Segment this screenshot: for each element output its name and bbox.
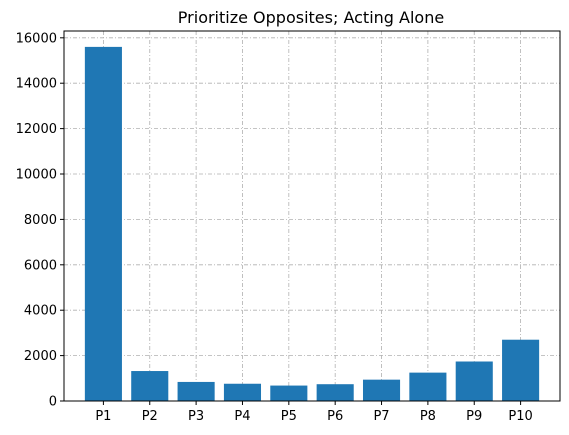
y-tick-label: 4000 xyxy=(24,304,57,319)
x-tick-label: P10 xyxy=(508,409,532,424)
chart-title: Prioritize Opposites; Acting Alone xyxy=(178,8,444,27)
bar-p4 xyxy=(223,383,262,401)
bar-p1 xyxy=(84,46,122,401)
y-tick-label: 14000 xyxy=(16,77,57,92)
x-tick-label: P9 xyxy=(466,409,482,424)
y-tick-label: 12000 xyxy=(16,122,57,137)
x-tick-label: P2 xyxy=(142,409,158,424)
y-tick-label: 10000 xyxy=(16,168,57,183)
x-tick-label: P4 xyxy=(234,409,250,424)
plot-frame xyxy=(63,30,561,402)
y-axis: 0 2000 4000 6000 8000 10000 12000 14000 16000 xyxy=(16,31,64,410)
bars xyxy=(84,46,540,401)
x-tick-label: P7 xyxy=(373,409,389,424)
bar-p7 xyxy=(362,379,401,401)
y-tick-label: 16000 xyxy=(16,31,57,46)
y-tick-label: 2000 xyxy=(24,349,57,364)
x-tick-label: P5 xyxy=(281,409,297,424)
x-axis: P1 P2 P3 P4 P5 P6 P7 P8 P9 P10 xyxy=(95,401,533,424)
bar-p8 xyxy=(409,372,447,401)
x-tick-label: P6 xyxy=(327,409,343,424)
bar-p10 xyxy=(502,339,540,401)
bar-p5 xyxy=(270,385,308,401)
bar-p3 xyxy=(177,381,215,401)
bar-p9 xyxy=(455,361,493,401)
y-tick-label: 6000 xyxy=(24,258,57,273)
x-tick-label: P1 xyxy=(95,409,111,424)
bar-p2 xyxy=(131,371,169,401)
x-tick-label: P3 xyxy=(188,409,204,424)
x-tick-label: P8 xyxy=(420,409,436,424)
y-tick-label: 0 xyxy=(49,395,57,410)
grid-lines xyxy=(64,31,560,402)
bar-p6 xyxy=(316,384,354,401)
y-tick-label: 8000 xyxy=(24,213,57,228)
